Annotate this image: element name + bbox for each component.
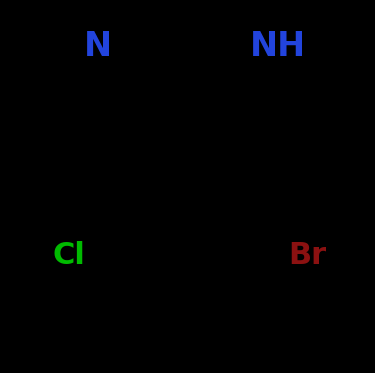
Text: N: N bbox=[83, 30, 112, 63]
Text: Cl: Cl bbox=[53, 241, 86, 270]
Text: NH: NH bbox=[249, 30, 306, 63]
Text: Br: Br bbox=[288, 241, 327, 270]
